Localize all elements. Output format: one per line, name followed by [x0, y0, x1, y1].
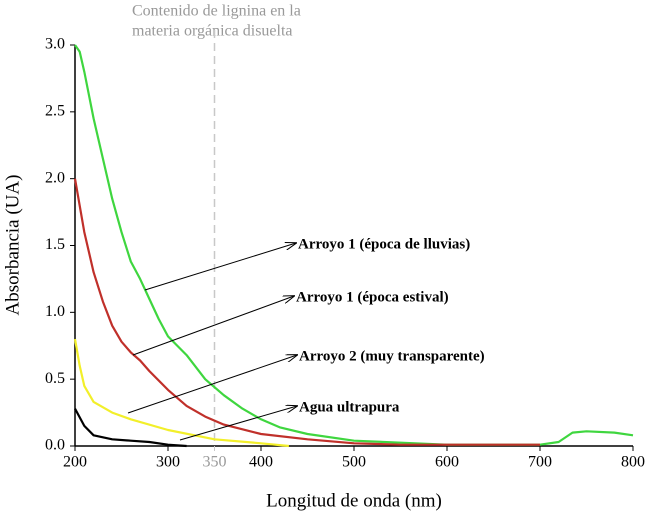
series-label: Arroyo 1 (época de lluvias)	[298, 236, 470, 252]
series-label: Agua ultrapura	[299, 399, 400, 415]
y-tick-label: 2.0	[45, 169, 65, 186]
x-tick-label: 200	[63, 454, 87, 471]
annotation-arrow	[127, 355, 297, 414]
y-tick-label: 3.0	[45, 36, 65, 53]
y-tick-label: 1.0	[45, 303, 65, 320]
series-line	[73, 178, 540, 446]
y-tick-label: 0.5	[45, 370, 65, 387]
annotation-arrow	[144, 243, 296, 291]
annotation-top: materia orgánica disuelta	[132, 23, 293, 40]
y-tick-label: 1.5	[45, 236, 65, 253]
y-tick-label: 2.5	[45, 103, 65, 120]
series-label: Arroyo 2 (muy transparente)	[299, 348, 485, 364]
annotation-top: Contenido de lignina en la	[132, 3, 301, 20]
x-axis-label: Longitud de onda (nm)	[266, 490, 442, 511]
series-line	[74, 408, 187, 448]
x-tick-label: 500	[342, 454, 366, 471]
series-label: Arroyo 1 (época estival)	[296, 289, 449, 305]
x-tick-label: 700	[528, 454, 552, 471]
x-tick-label: 800	[621, 454, 645, 471]
x-tick-label: 300	[156, 454, 180, 471]
series-line	[73, 338, 290, 448]
y-tick-label: 0.0	[45, 437, 65, 454]
annotation-arrow	[179, 406, 297, 441]
y-axis-label: Absorbancia (UA)	[2, 175, 23, 316]
x-tick-label: 600	[435, 454, 459, 471]
annotation-arrow	[132, 296, 294, 356]
x-tick-label: 350	[203, 454, 227, 471]
series-line	[74, 44, 634, 446]
x-tick-label: 400	[249, 454, 273, 471]
